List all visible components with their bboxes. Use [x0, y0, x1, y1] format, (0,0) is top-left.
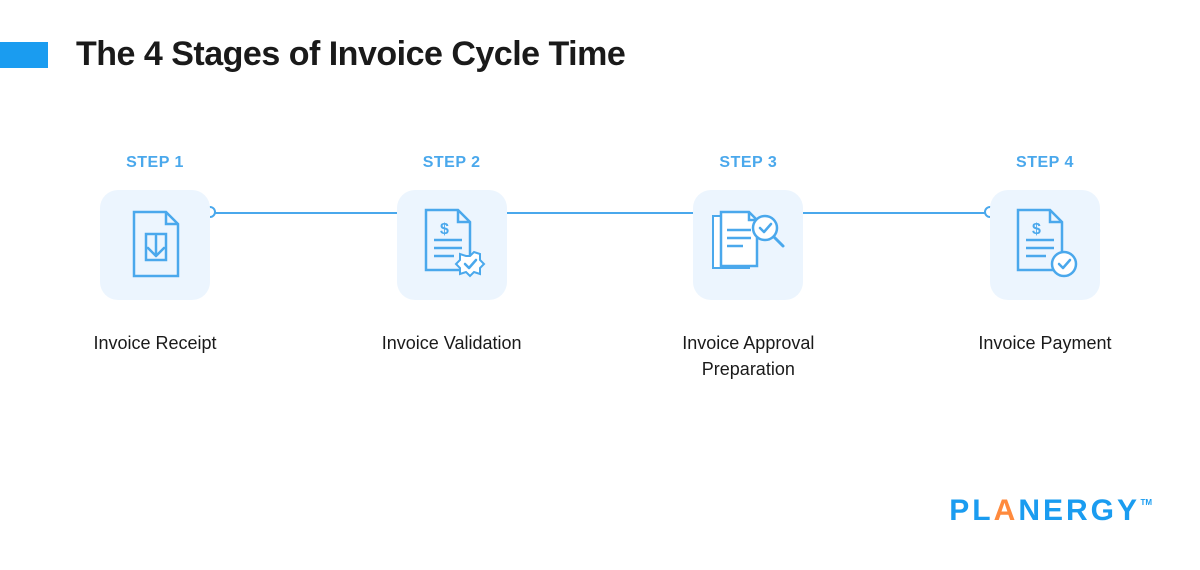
header: The 4 Stages of Invoice Cycle Time	[0, 0, 1200, 74]
page-title: The 4 Stages of Invoice Cycle Time	[76, 35, 625, 74]
step-caption: Invoice Approval Preparation	[668, 330, 828, 382]
step-label: STEP 4	[1016, 154, 1074, 172]
icon-box	[100, 190, 210, 300]
step-label: STEP 1	[126, 154, 184, 172]
step-label: STEP 2	[423, 154, 481, 172]
document-download-icon	[124, 210, 186, 280]
svg-text:$: $	[1032, 221, 1041, 238]
step-3: STEP 3 Invoice Approval Preparation	[668, 154, 828, 382]
icon-box	[693, 190, 803, 300]
logo-prefix: PL	[949, 494, 993, 527]
logo-suffix: NERGY	[1018, 494, 1140, 527]
document-review-magnifier-icon	[709, 208, 787, 282]
brand-logo: PLANERGY TM	[949, 494, 1140, 528]
brand-logo-text: PLANERGY TM	[949, 494, 1140, 527]
document-dollar-approved-icon: $	[1010, 208, 1080, 282]
step-caption: Invoice Payment	[978, 330, 1111, 356]
logo-tm: TM	[1140, 498, 1152, 507]
accent-bar	[0, 42, 48, 68]
step-caption: Invoice Validation	[382, 330, 522, 356]
step-1: STEP 1 Invoice Receipt	[75, 154, 235, 356]
step-4: STEP 4 $ Invoice Payment	[965, 154, 1125, 356]
logo-accent: A	[994, 494, 1019, 527]
step-caption: Invoice Receipt	[93, 330, 216, 356]
document-verified-badge-icon: $	[418, 208, 486, 282]
svg-text:$: $	[440, 221, 449, 238]
step-2: STEP 2 $ Invoice Validation	[372, 154, 532, 356]
icon-box: $	[397, 190, 507, 300]
icon-box: $	[990, 190, 1100, 300]
step-label: STEP 3	[719, 154, 777, 172]
steps-row: STEP 1 Invoice Receipt STEP 2 $	[0, 74, 1200, 382]
